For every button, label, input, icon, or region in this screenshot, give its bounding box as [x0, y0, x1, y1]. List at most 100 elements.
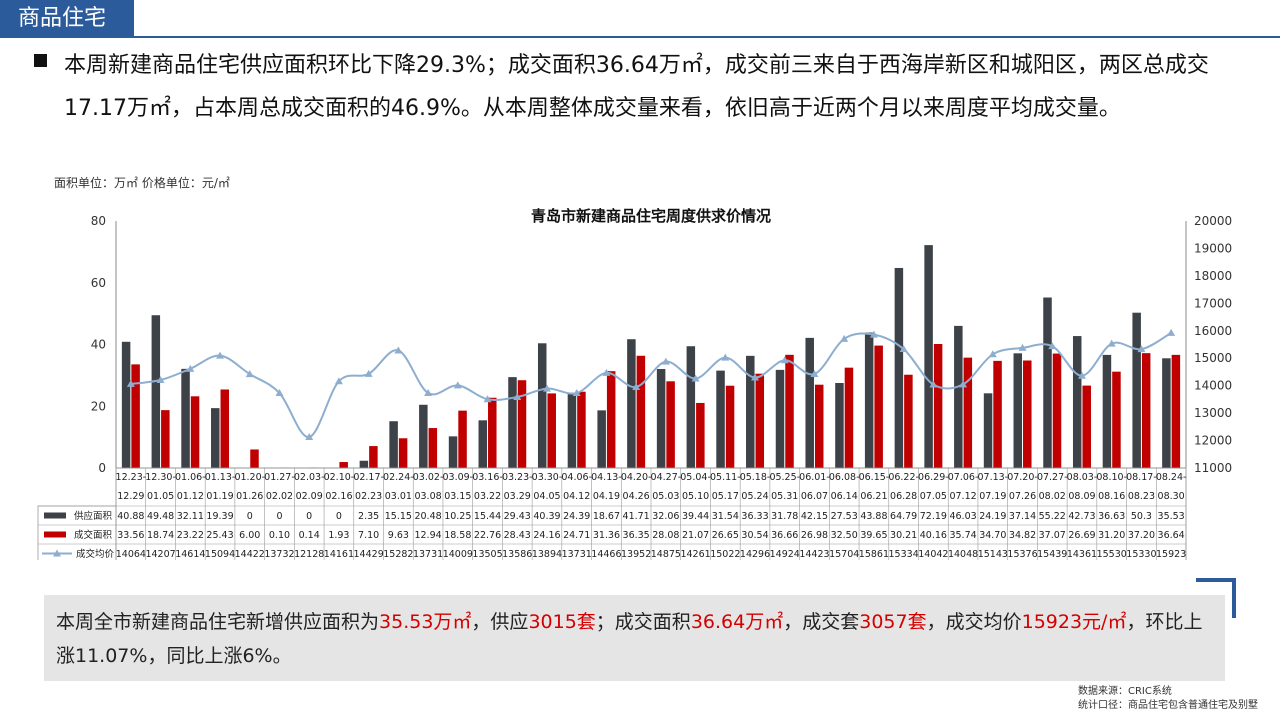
legend-swatch [44, 512, 66, 519]
y-left-tick-label: 0 [98, 461, 106, 475]
data-table-cell: 2.35 [358, 511, 379, 522]
bar-supply [1132, 312, 1141, 468]
bar-supply [983, 393, 993, 468]
bar-supply [597, 410, 606, 468]
price-point [186, 364, 195, 372]
x-tick-label-end: 03.08 [414, 491, 441, 502]
x-tick-label-start: 07.06- [948, 472, 979, 483]
x-tick-label-start: 12.30- [145, 472, 176, 483]
x-tick-label-start: 01.13- [205, 472, 236, 483]
y-left-tick-label: 80 [91, 214, 106, 228]
data-table-cell: 13586 [502, 549, 532, 560]
data-table-cell: 14875 [651, 549, 681, 560]
data-table-cell: 30.54 [741, 530, 768, 541]
x-tick-label-start: 08.10- [1096, 472, 1127, 483]
x-tick-label-end: 08.09 [1068, 491, 1095, 502]
price-point [632, 382, 641, 390]
x-tick-label-end: 03.29 [504, 491, 531, 502]
price-point [572, 389, 581, 397]
x-tick-label-end: 01.05 [147, 491, 174, 502]
data-table-cell: 1.93 [328, 530, 349, 541]
x-tick-label-end: 05.03 [652, 491, 679, 502]
data-table-cell: 21.07 [682, 530, 709, 541]
data-table-cell: 14296 [740, 549, 770, 560]
data-table-cell: 14161 [324, 549, 354, 560]
data-table-cell: 35.74 [949, 530, 976, 541]
x-tick-label-start: 06.22- [888, 472, 919, 483]
weekly-supply-demand-chart: 青岛市新建商品住宅周度供求价情况 0 20 40 60 80 11000 12000 13000… [37, 207, 1232, 560]
data-table-cell: 36.64 [1158, 530, 1185, 541]
data-table-cell: 46.03 [949, 511, 976, 522]
x-tick-label-end: 05.17 [712, 491, 739, 502]
data-table-cell: 33.56 [117, 530, 144, 541]
bar-supply [746, 355, 755, 468]
price-point [126, 379, 135, 387]
price-point [899, 345, 908, 353]
bar-deal [933, 344, 943, 468]
data-table-cell: 36.35 [623, 530, 650, 541]
x-tick-label-start: 12.23- [116, 472, 147, 483]
price-point [394, 346, 403, 354]
info-text-6: ，环比上涨11.07%，同比上涨6%。 [56, 611, 1203, 667]
bar-supply [775, 369, 785, 468]
data-table-cell: 37.20 [1128, 530, 1155, 541]
x-tick-label-start: 06.15- [859, 472, 890, 483]
x-tick-label-start: 02.03- [294, 472, 325, 483]
bar-supply [835, 383, 844, 468]
data-table-cell: 29.43 [504, 511, 531, 522]
section-tag: 商品住宅 [0, 0, 134, 38]
bar-deal [220, 389, 230, 468]
bar-deal [606, 371, 616, 468]
bar-supply [954, 325, 963, 468]
x-tick-label-start: 05.11- [710, 472, 741, 483]
x-tick-label-start: 06.01- [799, 472, 830, 483]
x-tick-label-end: 04.12 [563, 491, 590, 502]
data-table-cell: 40.39 [533, 511, 560, 522]
x-tick-label-end: 06.07 [801, 491, 828, 502]
section-divider [134, 36, 1280, 38]
data-table-cell: 14261 [680, 549, 710, 560]
price-point [542, 384, 551, 392]
x-tick-label-start: 06.29- [918, 472, 949, 483]
bar-deal [1141, 353, 1151, 468]
bar-deal [517, 380, 527, 468]
data-table-cell: 14042 [918, 549, 948, 560]
x-tick-label-start: 05.18- [740, 472, 771, 483]
x-tick-label-start: 05.25- [769, 472, 800, 483]
data-table-cell: 31.20 [1098, 530, 1125, 541]
data-table-cell: 13505 [472, 549, 502, 560]
bar-supply [508, 377, 517, 468]
data-table-cell: 35.53 [1158, 511, 1185, 522]
data-table-cell: 40.88 [117, 511, 144, 522]
x-tick-label-end: 04.05 [533, 491, 560, 502]
x-tick-label-start: 08.24- [1156, 472, 1187, 483]
bar-deal [458, 410, 467, 468]
bullet-square-icon [34, 54, 47, 67]
price-point [424, 389, 433, 397]
data-table-cell: 41.71 [623, 511, 650, 522]
data-table-cell: 0 [306, 511, 312, 522]
data-table-cell: 14429 [354, 549, 384, 560]
data-table-cell: 15282 [383, 549, 413, 560]
price-point [1167, 328, 1176, 336]
info-text-1: 本周全市新建商品住宅新增供应面积为 [56, 611, 380, 633]
data-table-cell: 49.48 [147, 511, 174, 522]
legend-marker [53, 549, 61, 557]
source-line-1: 数据来源：CRIC系统 [1078, 686, 1172, 697]
data-table-cell: 15143 [978, 549, 1008, 560]
data-table-cell: 15861 [859, 549, 889, 560]
bar-deal [904, 374, 913, 468]
info-text-5: ，成交均价 [926, 611, 1022, 633]
x-tick-label-end: 06.21 [860, 491, 887, 502]
data-table-cell: 0.14 [299, 530, 320, 541]
price-point [364, 369, 373, 377]
bar-supply [537, 343, 547, 468]
x-tick-label-end: 03.01 [385, 491, 412, 502]
bar-deal [993, 360, 1002, 468]
y-right-tick-label: 19000 [1194, 241, 1232, 255]
y-left-tick-label: 20 [91, 399, 106, 413]
data-table-cell: 32.06 [652, 511, 679, 522]
bar-deal [577, 391, 586, 468]
x-tick-label-start: 01.06- [175, 472, 206, 483]
info-text-3: ；成交面积 [595, 611, 691, 633]
